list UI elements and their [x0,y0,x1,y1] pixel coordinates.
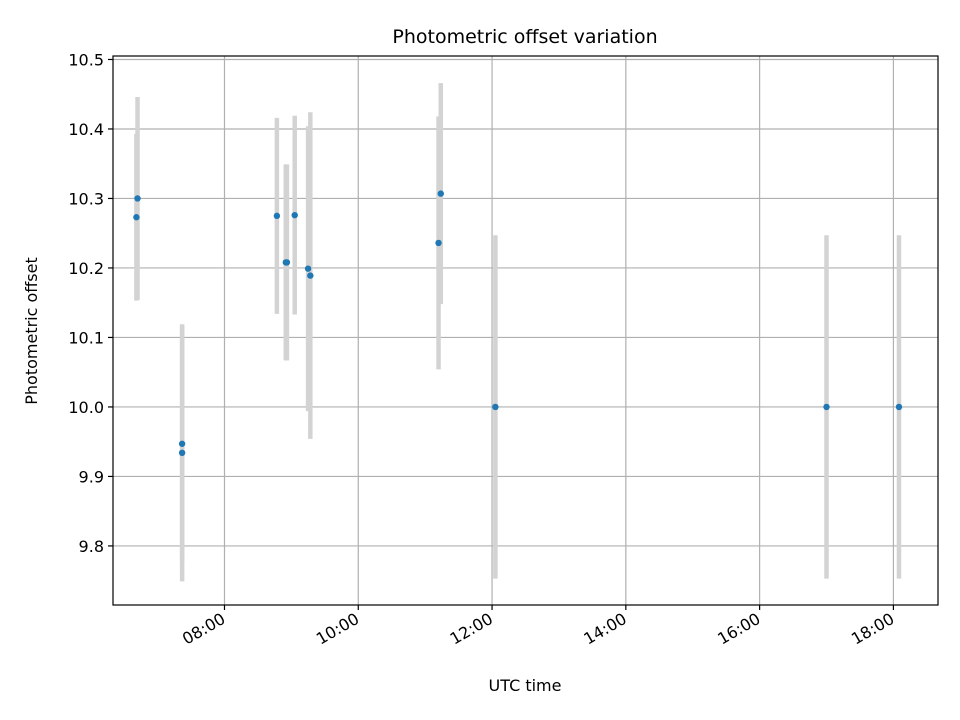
x-axis-label: UTC time [489,676,562,695]
data-point [307,272,314,279]
plot-frame [112,55,939,606]
data-point [133,214,140,221]
data-point [134,195,141,202]
y-axis-label: Photometric offset [22,257,41,405]
data-point [435,239,442,247]
data-point [178,449,186,457]
data-point [283,259,291,266]
y-tick-label: 10.5 [68,50,104,69]
data-point [895,403,903,411]
data-point [437,190,444,197]
data-points [133,190,903,457]
data-point [492,403,499,411]
y-tick-label: 10.0 [68,398,104,417]
data-point [178,440,186,447]
y-tick-label: 10.3 [68,189,104,208]
y-tick-label: 10.1 [68,328,104,347]
data-point [823,403,830,411]
data-point [273,212,281,220]
y-tick-label: 9.9 [79,467,104,486]
y-tick-label: 9.8 [79,537,104,556]
y-tick-label: 10.4 [68,120,104,139]
y-tick-label: 10.2 [68,259,104,278]
chart-title: Photometric offset variation [392,26,657,48]
grid [113,56,938,605]
data-point [291,211,298,219]
data-point [304,265,312,272]
